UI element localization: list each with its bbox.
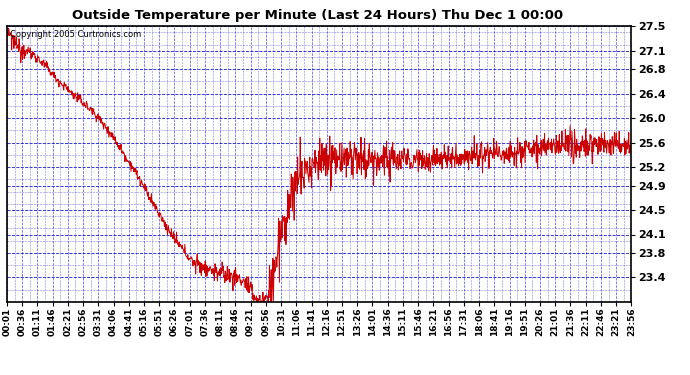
Text: Copyright 2005 Curtronics.com: Copyright 2005 Curtronics.com	[10, 30, 141, 39]
Text: Outside Temperature per Minute (Last 24 Hours) Thu Dec 1 00:00: Outside Temperature per Minute (Last 24 …	[72, 9, 563, 22]
